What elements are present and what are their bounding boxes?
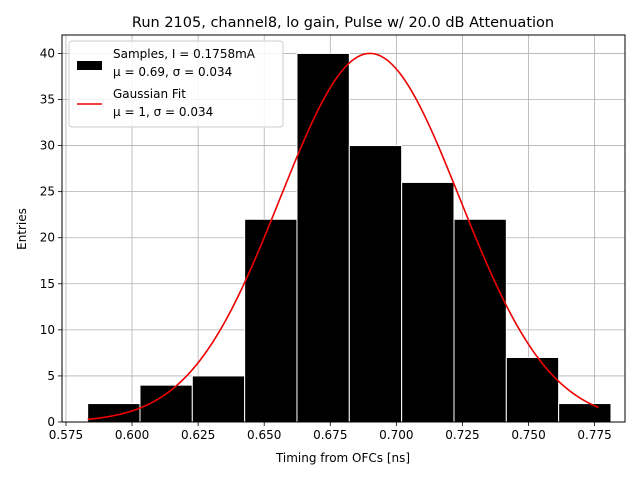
gaussian-fit [87,52,599,421]
x-tick-label: 0.725 [445,428,479,442]
y-tick-label: 25 [40,185,55,199]
histogram-bar [348,145,403,423]
x-tick-label: 0.650 [247,428,281,442]
y-tick-label: 20 [40,231,55,245]
histogram-bar [244,218,298,423]
legend-samples-label: Samples, I = 0.1758mA [113,47,256,61]
y-tick-label: 35 [40,93,55,107]
histogram-bar [558,403,612,423]
x-tick-label: 0.775 [577,428,611,442]
y-tick-label: 5 [47,369,55,383]
x-axis-ticks: 0.575 0.600 0.625 0.650 0.675 0.700 0.725 0.750… [49,422,612,442]
legend-fit-stats: μ = 1, σ = 0.034 [113,105,213,119]
x-tick-label: 0.600 [115,428,149,442]
histogram-bar [296,52,350,423]
y-tick-label: 10 [40,323,55,337]
y-tick-label: 0 [47,415,55,429]
histogram-bars [87,52,612,423]
y-axis-ticks: 0 5 10 15 20 25 30 35 40 [40,46,62,429]
legend-samples-swatch [77,61,102,70]
legend: Samples, I = 0.1758mA μ = 0.69, σ = 0.03… [68,40,284,128]
legend-box [68,40,284,128]
x-tick-label: 0.675 [313,428,347,442]
chart-title: Run 2105, channel8, lo gain, Pulse w/ 20… [132,15,554,31]
x-tick-label: 0.750 [511,428,545,442]
y-tick-label: 15 [40,277,55,291]
histogram-bar [191,375,246,423]
x-axis-label: Timing from OFCs [ns] [275,451,410,465]
plot-frame [61,34,626,423]
x-tick-label: 0.700 [379,428,413,442]
histogram-bar [401,181,455,423]
histogram-bar [453,218,507,423]
gaussian-fit-line [87,52,599,421]
legend-fit-label: Gaussian Fit [113,87,186,101]
x-tick-label: 0.625 [181,428,215,442]
y-axis-label: Entries [15,208,29,250]
x-tick-label: 0.575 [49,428,83,442]
histogram-bar [505,357,560,423]
y-tick-label: 30 [40,139,55,153]
y-tick-label: 40 [40,46,55,60]
legend-samples-stats: μ = 0.69, σ = 0.034 [113,65,232,79]
histogram-bar [139,384,193,423]
